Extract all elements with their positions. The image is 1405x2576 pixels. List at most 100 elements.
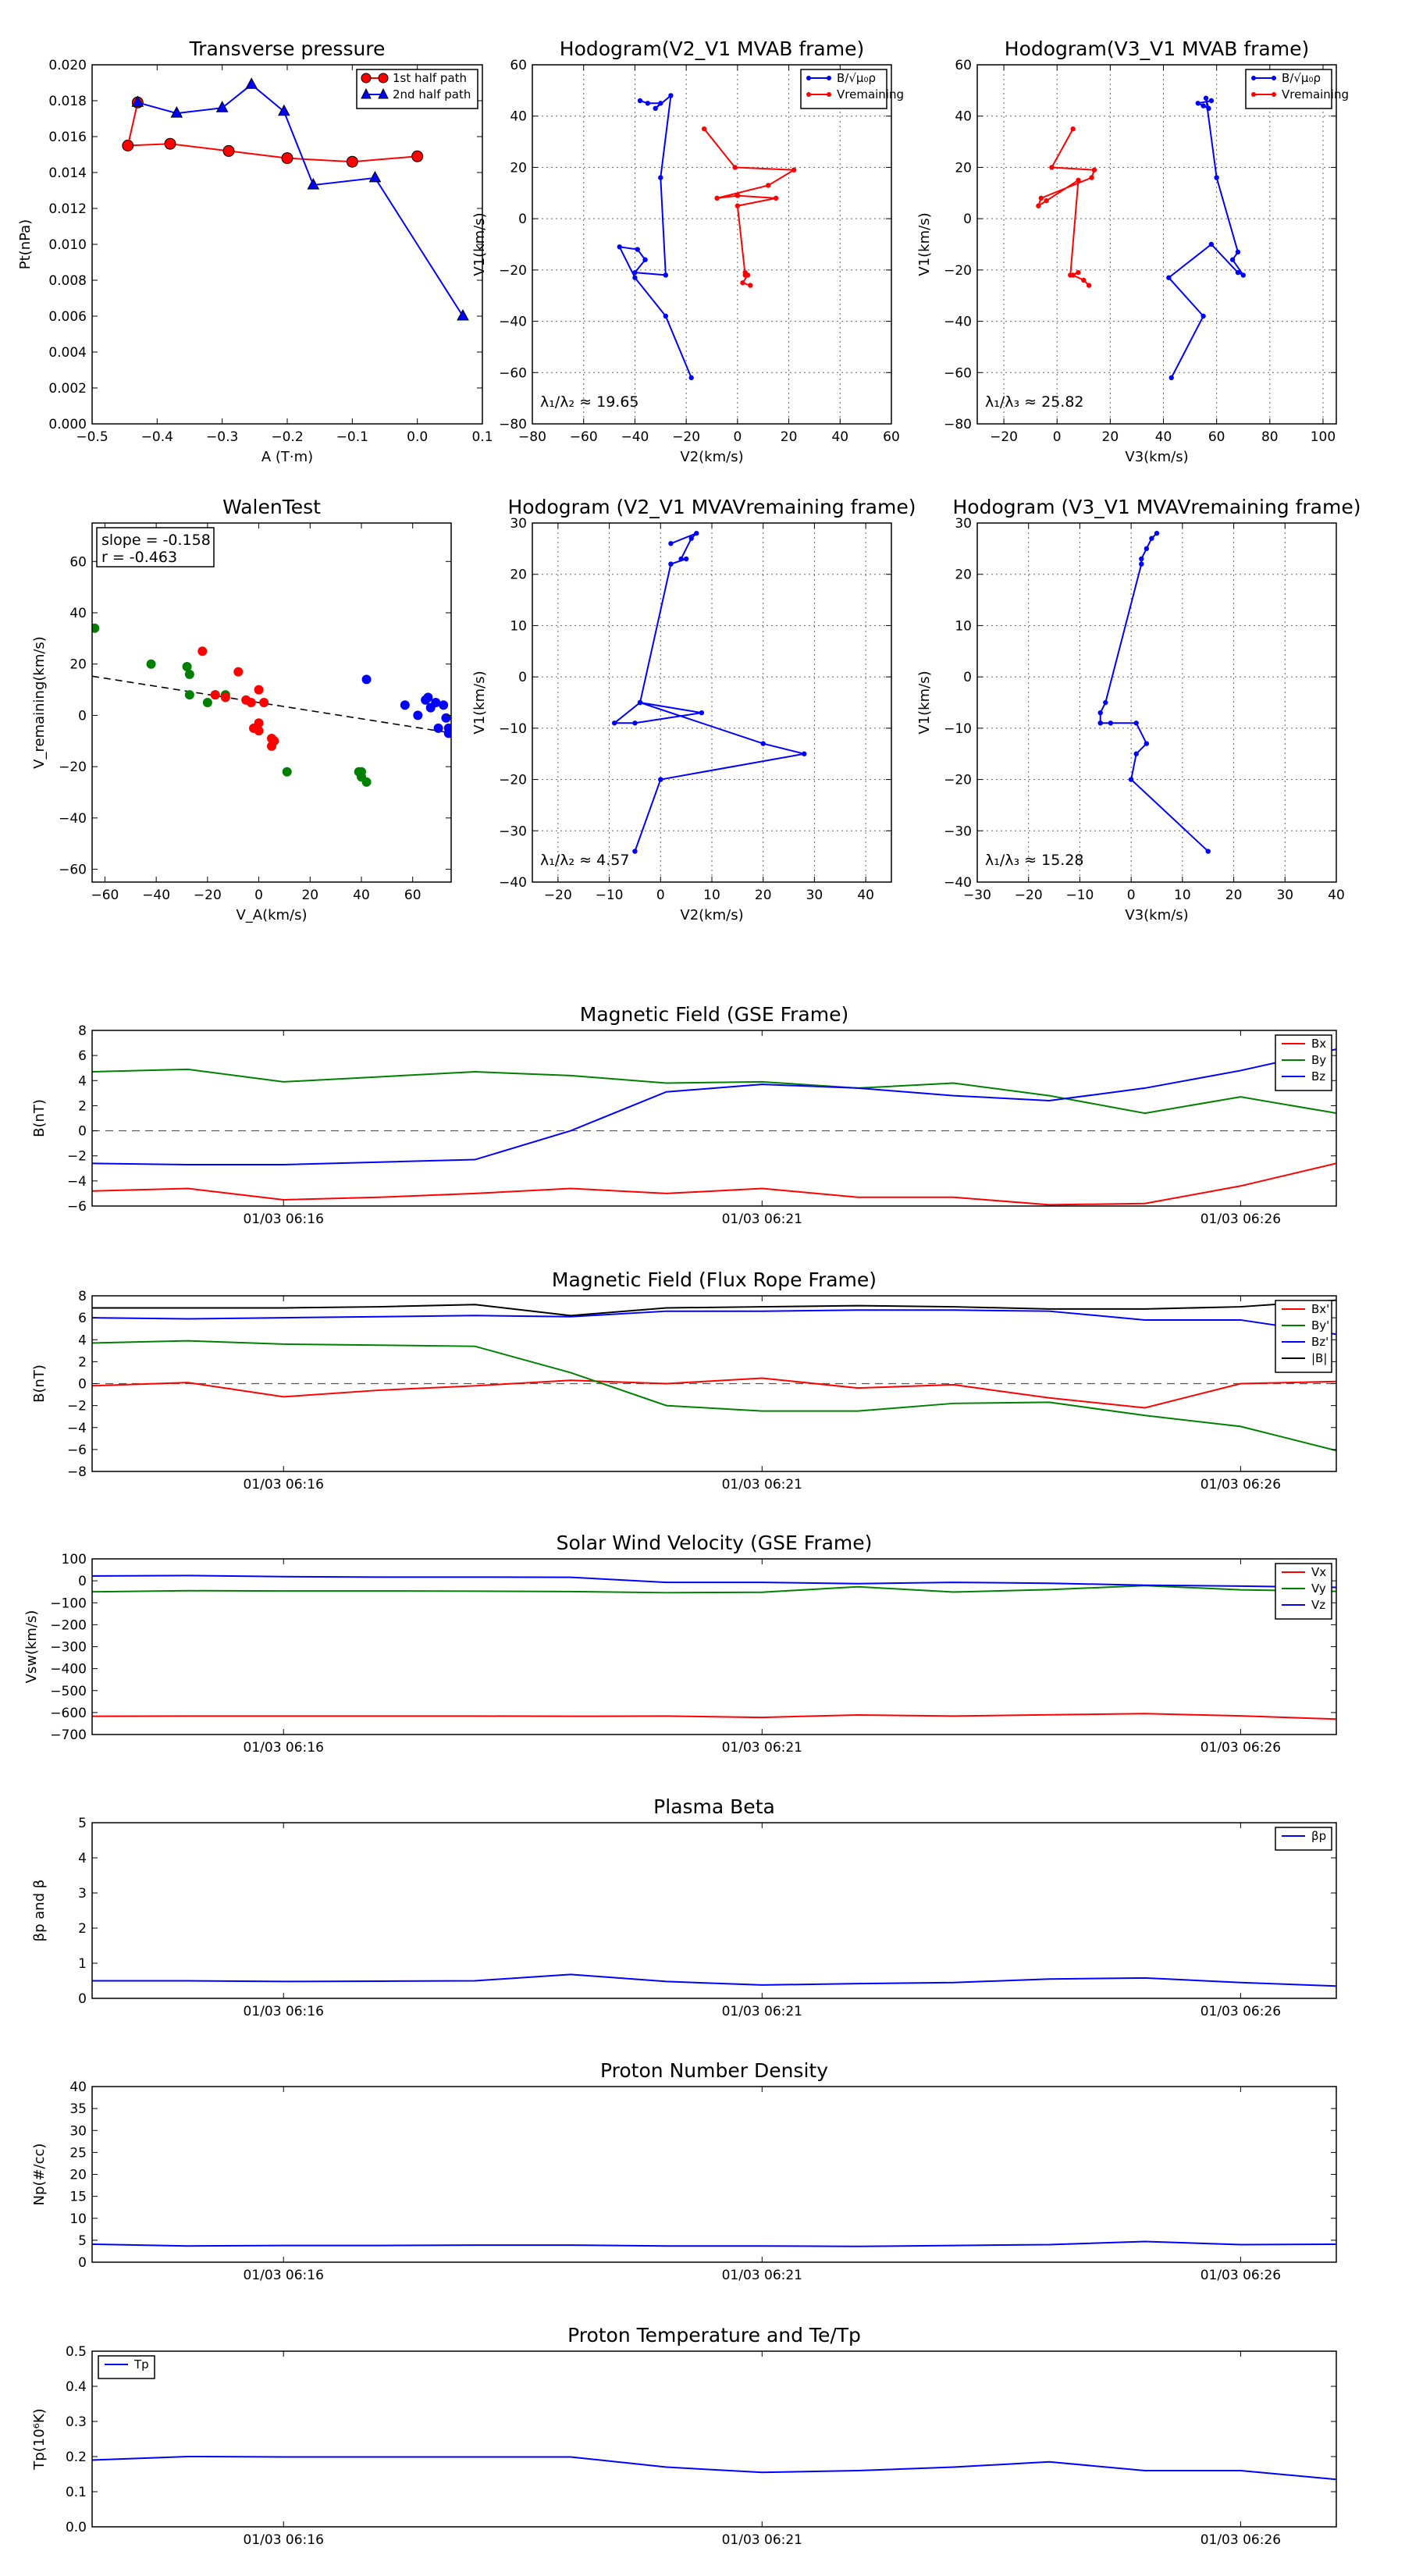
y-tick-label: −4 (67, 1174, 87, 1190)
annotation-text: λ₁/λ₂ ≈ 4.57 (540, 852, 629, 869)
legend-label: Bx (1311, 1037, 1326, 1051)
legend-label: 2nd half path (393, 87, 471, 101)
data-point (668, 561, 674, 567)
data-point (1081, 277, 1087, 283)
legend-label: B/√μ₀ρ (1282, 71, 1321, 85)
data-point (1206, 105, 1211, 112)
y-tick-label: 20 (510, 160, 527, 176)
data-point (281, 152, 293, 165)
legend-label: Bx' (1311, 1302, 1329, 1316)
y-tick-label: −40 (499, 315, 527, 330)
x-tick-label: 01/03 06:16 (244, 1740, 324, 1756)
legend-marker (1272, 76, 1276, 80)
chart-title: Magnetic Field (GSE Frame) (580, 1003, 848, 1026)
series-line (1167, 98, 1246, 379)
axes-frame (91, 522, 452, 883)
axes-frame (976, 522, 1337, 883)
x-tick-label: 10 (1174, 888, 1191, 903)
x-tick-label: 60 (1208, 429, 1225, 445)
y-tick-label: 60 (955, 58, 972, 73)
data-point (346, 155, 358, 168)
y-tick-label: 6 (78, 1311, 87, 1326)
data-layer (92, 623, 451, 787)
data-point (1128, 777, 1134, 782)
x-tick-label: 01/03 06:16 (244, 2532, 324, 2548)
y-tick-label: 0.002 (48, 381, 87, 397)
y-tick-label: 4 (78, 1851, 87, 1866)
chart-panel-tp2: 01/03 06:16 01/03 06:21 01/03 06:26 0.0 0.1 0… (31, 2324, 1337, 2548)
annotation-text: λ₁/λ₂ ≈ 19.65 (540, 393, 639, 411)
x-tick-label: −10 (1065, 888, 1094, 903)
x-tick-label: 100 (1311, 429, 1336, 445)
series-line (92, 1973, 1336, 1987)
chart-panel-b_gse: 01/03 06:16 01/03 06:21 01/03 06:26 −6 −4 −2 0… (31, 1003, 1337, 1227)
legend-box (800, 69, 887, 109)
data-point (1208, 241, 1215, 247)
legend-label: Vz (1311, 1598, 1325, 1612)
y-tick-label: 40 (955, 109, 972, 125)
data-point (1144, 546, 1150, 552)
x-tick-label: 60 (883, 429, 900, 445)
x-tick-label: −80 (518, 429, 546, 445)
series-line (1037, 128, 1096, 286)
data-point (748, 283, 753, 288)
series-line (1099, 532, 1209, 852)
data-point (368, 170, 382, 183)
x-tick-label: 01/03 06:26 (1200, 2532, 1281, 2548)
data-point (254, 685, 264, 695)
y-tick-label: 0 (78, 1991, 87, 2007)
chart-panel-wal: −60 −40 −20 0 20 40 60 −60 −40 −20 0 20 40 60 WalenTes… (31, 496, 452, 923)
data-point (668, 541, 674, 546)
data-point (658, 777, 663, 782)
data-point (210, 690, 220, 700)
y-tick-label: 3 (78, 1886, 87, 1902)
y-tick-label: 0 (78, 1574, 87, 1589)
x-tick-label: 30 (1276, 888, 1293, 903)
y-tick-label: 0.0 (66, 2520, 87, 2535)
data-point (164, 137, 176, 150)
y-tick-label: 4 (78, 1073, 87, 1089)
data-point (1203, 95, 1209, 101)
y-axis-label: V1(km/s) (916, 212, 933, 276)
y-axis-label: βp and β (31, 1880, 48, 1942)
x-tick-label: −20 (194, 888, 222, 903)
data-point (122, 140, 134, 151)
y-tick-label: 0.012 (48, 201, 87, 217)
x-tick-label: −20 (1015, 888, 1043, 903)
chart-panel-vsw: 01/03 06:16 01/03 06:21 01/03 06:26 −700 −60… (23, 1532, 1337, 1756)
series-line (92, 2455, 1336, 2481)
x-tick-label: 20 (301, 888, 318, 903)
data-point (1049, 165, 1055, 170)
legend-marker (827, 92, 831, 97)
x-tick-label: 01/03 06:21 (722, 2004, 802, 2019)
data-point (637, 699, 643, 706)
y-tick-label: 8 (78, 1289, 87, 1304)
data-point (653, 105, 658, 112)
data-point (202, 698, 212, 707)
y-tick-label: 0.000 (48, 417, 87, 432)
data-point (184, 690, 194, 700)
x-tick-label: 0 (656, 888, 665, 903)
y-tick-label: 2 (78, 1354, 87, 1370)
data-layer (92, 1048, 1336, 1206)
x-tick-label: −20 (990, 429, 1018, 445)
legend-box (98, 2355, 155, 2379)
axes-frame (976, 64, 1337, 425)
y-tick-label: 40 (69, 2080, 87, 2095)
data-point (184, 669, 194, 679)
y-tick-label: 30 (69, 2123, 87, 2139)
y-tick-label: 5 (78, 1816, 87, 1831)
data-point (1038, 195, 1044, 201)
data-point (1235, 249, 1241, 255)
y-axis-label: Vsw(km/s) (23, 1610, 40, 1684)
legend-marker (361, 87, 372, 99)
data-point (1139, 556, 1144, 562)
data-point (645, 101, 651, 106)
y-tick-label: −20 (499, 263, 527, 279)
x-tick-label: 01/03 06:16 (244, 1477, 324, 1493)
data-point (1168, 375, 1174, 381)
data-point (233, 667, 244, 677)
data-point (92, 623, 100, 633)
data-point (413, 710, 423, 720)
